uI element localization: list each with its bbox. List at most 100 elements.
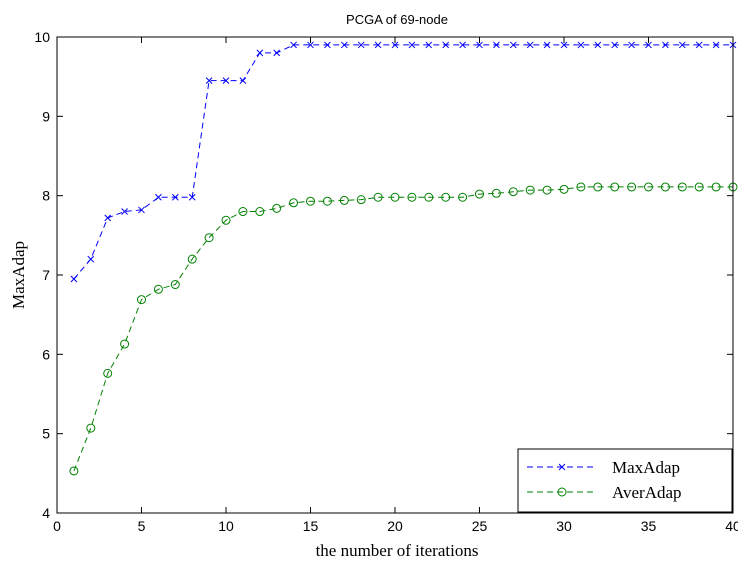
legend-entry-MaxAdap: MaxAdap xyxy=(527,458,680,477)
data-point xyxy=(339,195,349,205)
data-point xyxy=(594,41,602,49)
data-point xyxy=(103,368,113,378)
data-point xyxy=(221,215,231,225)
x-tick-label: 25 xyxy=(472,518,488,534)
x-tick-label: 10 xyxy=(218,518,234,534)
y-tick-label: 9 xyxy=(42,108,50,124)
legend-entries: MaxAdap AverAdap xyxy=(527,458,682,502)
data-point xyxy=(187,254,197,264)
data-point xyxy=(695,41,703,49)
legend-marker xyxy=(558,463,566,471)
data-point xyxy=(340,41,348,49)
data-point xyxy=(155,193,162,201)
data-point xyxy=(593,182,603,192)
data-point xyxy=(138,206,145,214)
data-point xyxy=(170,280,180,290)
data-point xyxy=(356,195,366,205)
data-point xyxy=(559,184,569,194)
data-point xyxy=(205,77,213,84)
legend-entry-AverAdap: AverAdap xyxy=(527,483,682,502)
data-point xyxy=(290,41,297,49)
data-point xyxy=(662,41,669,49)
data-point xyxy=(542,185,552,195)
data-point xyxy=(424,192,434,202)
data-point xyxy=(678,41,686,49)
x-tick-label: 30 xyxy=(556,518,572,534)
data-point xyxy=(627,182,637,192)
x-axis-label: the number of iterations xyxy=(316,541,479,560)
data-point xyxy=(694,182,704,192)
data-point xyxy=(645,41,652,49)
plot-area xyxy=(57,37,733,513)
data-point xyxy=(391,41,399,49)
y-tick-label: 4 xyxy=(42,505,50,521)
data-point xyxy=(306,196,315,206)
x-tick-label: 40 xyxy=(725,518,738,534)
data-point xyxy=(87,255,95,263)
data-point xyxy=(121,208,128,215)
data-point xyxy=(120,339,130,349)
data-point xyxy=(610,182,620,192)
data-point xyxy=(660,182,670,192)
data-point xyxy=(677,182,687,192)
chart-title: PCGA of 69-node xyxy=(346,12,448,27)
series-AverAdap xyxy=(69,182,738,476)
data-point xyxy=(390,192,400,202)
data-point xyxy=(307,41,314,49)
data-point xyxy=(407,192,417,202)
data-point xyxy=(86,423,96,433)
data-point xyxy=(238,207,248,217)
y-tick-label: 10 xyxy=(34,29,50,45)
data-point xyxy=(171,193,179,201)
data-point xyxy=(476,41,483,49)
series-line-MaxAdap xyxy=(73,44,733,280)
data-point xyxy=(239,77,247,84)
data-point xyxy=(711,182,721,192)
data-point xyxy=(255,207,265,217)
data-point xyxy=(441,192,451,202)
data-point xyxy=(322,196,332,206)
data-point xyxy=(442,41,450,49)
data-point xyxy=(628,41,635,49)
data-point xyxy=(576,182,586,192)
legend-marker xyxy=(557,487,567,497)
series-MaxAdap xyxy=(70,41,737,283)
y-tick-label: 5 xyxy=(42,426,50,442)
x-tick-label: 35 xyxy=(641,518,657,534)
data-point xyxy=(324,41,331,49)
data-point xyxy=(425,41,433,49)
data-point xyxy=(104,214,112,222)
legend-label: MaxAdap xyxy=(612,458,680,477)
series-layer xyxy=(69,41,738,476)
data-point xyxy=(509,41,517,49)
data-point xyxy=(153,284,163,294)
x-tick-label: 0 xyxy=(53,518,61,534)
data-point xyxy=(644,182,653,192)
data-point xyxy=(543,41,551,49)
data-point xyxy=(273,49,281,57)
y-tick-label: 8 xyxy=(42,188,50,204)
data-point xyxy=(69,466,79,476)
x-tick-label: 5 xyxy=(138,518,146,534)
data-point xyxy=(560,41,568,49)
data-point xyxy=(357,41,365,49)
data-point xyxy=(408,41,416,49)
data-point xyxy=(526,41,534,49)
data-point xyxy=(493,41,500,49)
data-point xyxy=(458,192,468,202)
data-point xyxy=(459,41,466,49)
data-point xyxy=(188,193,196,201)
data-point xyxy=(712,41,720,49)
data-point xyxy=(577,41,585,49)
legend-label: AverAdap xyxy=(612,483,682,502)
data-point xyxy=(475,189,484,199)
data-point xyxy=(373,192,383,202)
y-tick-label: 7 xyxy=(42,267,50,283)
legend-box xyxy=(517,448,733,513)
data-point xyxy=(70,275,78,283)
x-tick-label: 20 xyxy=(387,518,403,534)
series-line-AverAdap xyxy=(73,186,733,472)
y-axis-label: MaxAdap xyxy=(9,241,28,309)
data-point xyxy=(491,188,501,198)
